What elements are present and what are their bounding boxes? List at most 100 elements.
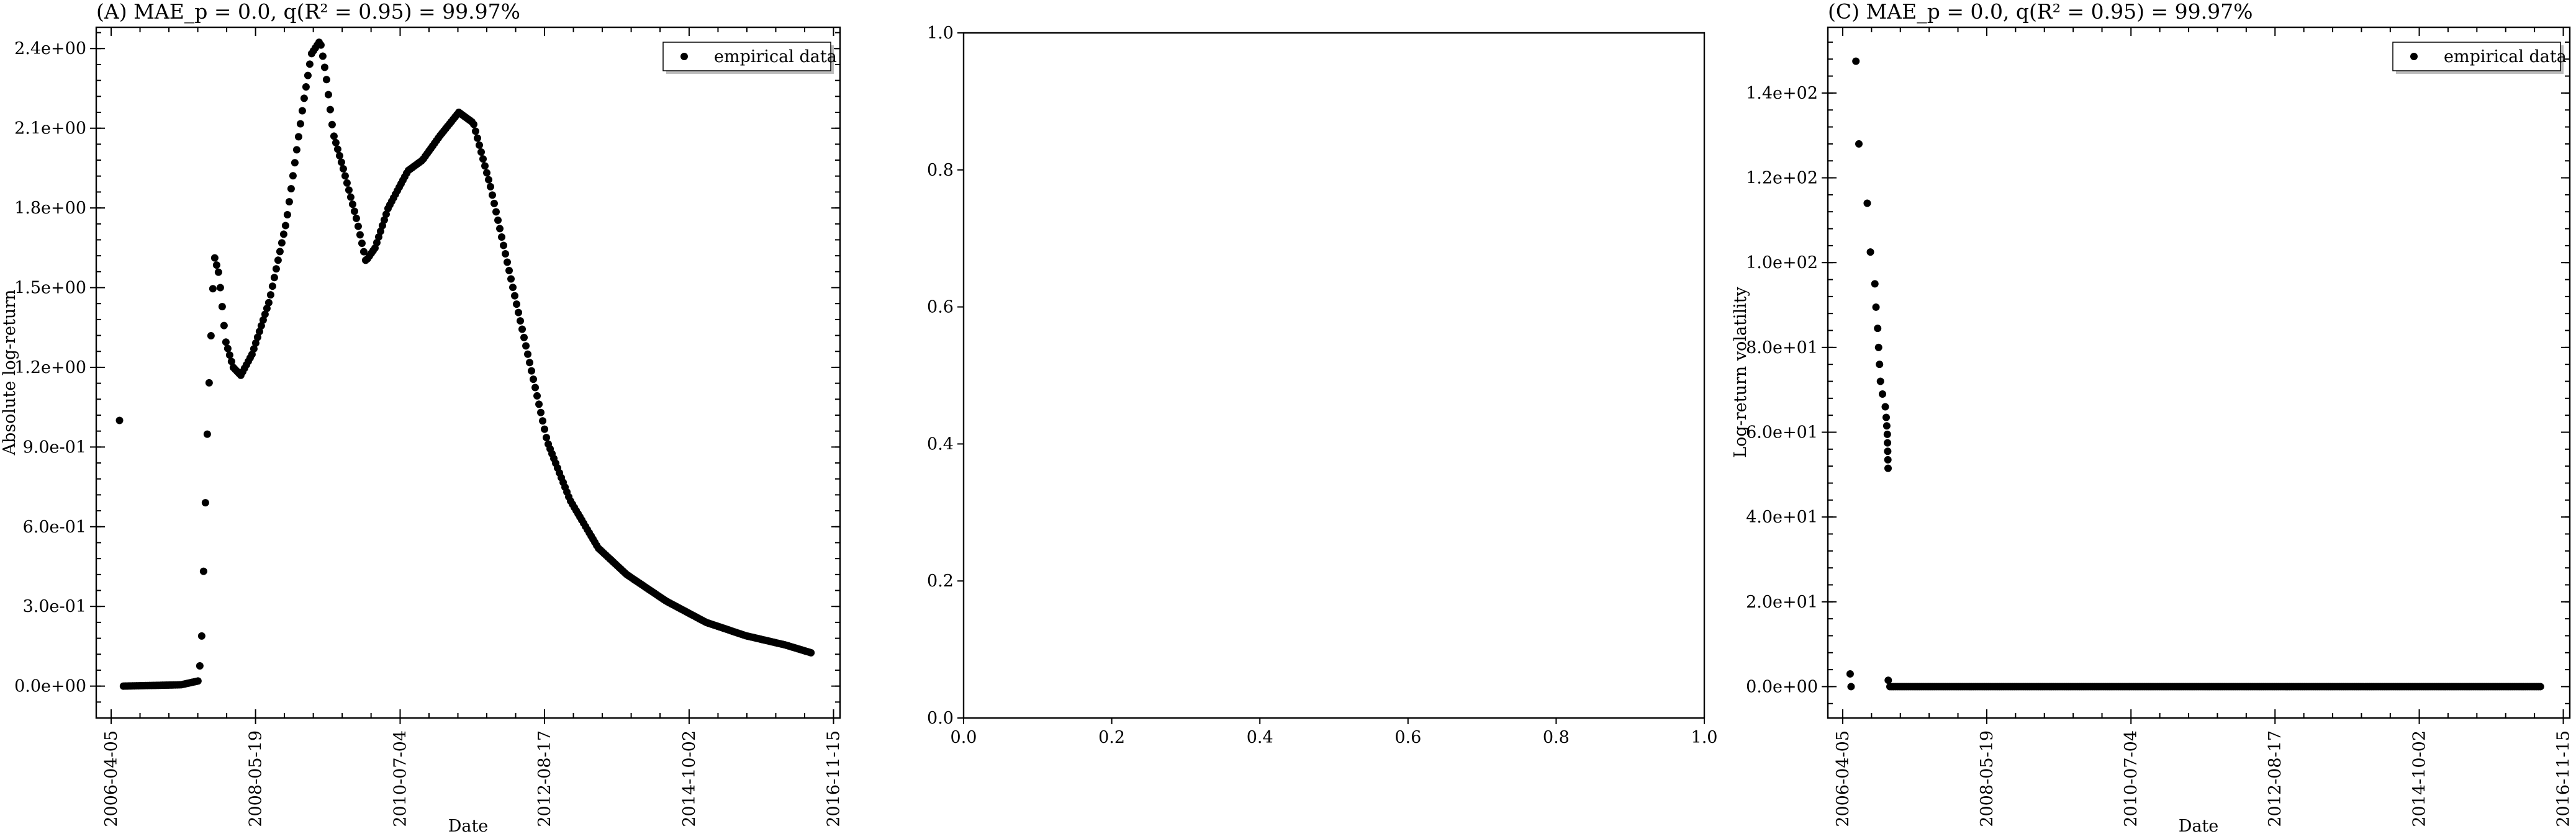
panel-a-data-point [279, 230, 287, 238]
panel-a-data-point [281, 222, 289, 230]
C-x-tick-label: 2008-05-19 [1977, 730, 1997, 827]
B-y-tick-label: 0.2 [927, 572, 954, 591]
panel-a-data-point [209, 285, 217, 293]
panel-c-data-point [1884, 447, 1892, 455]
panel-a-data-point [289, 172, 297, 180]
panel-a-data-point [212, 261, 220, 269]
B-y-tick-label: 0.4 [927, 434, 954, 454]
panel-a-data-point [537, 408, 545, 416]
panel-c-axes-frame [1827, 26, 2571, 719]
C-x-tick-label: 2016-11-15 [2554, 730, 2574, 827]
B-x-tick-label: 1.0 [1691, 728, 1718, 747]
panel-a-data-point [287, 185, 295, 193]
panel-a-data-point [330, 132, 338, 140]
panel-a-data-point [197, 632, 206, 640]
panel-c-data-point [2536, 683, 2544, 691]
panel-a-data-point [352, 214, 360, 222]
panel-c-data-point [1882, 422, 1891, 430]
panel-a-data-point [530, 375, 538, 384]
panel-a-data-point [382, 210, 390, 218]
panel-a-data-point [214, 268, 222, 276]
panel-a-data-point [264, 298, 273, 307]
panel-a-data-point [302, 83, 310, 91]
panel-a-data-point [489, 191, 497, 199]
panel-a-data-point [531, 384, 540, 392]
B-y-tick-label: 0.0 [927, 709, 954, 728]
panel-a-data-point [317, 41, 325, 49]
panel-a-data-point [292, 146, 301, 154]
panel-a-legend-label: empirical data [714, 47, 837, 66]
panel-a-data-point [476, 141, 484, 149]
panel-c-legend-label: empirical data [2444, 47, 2567, 66]
panel-a-y-axis-label: Absolute log-return [0, 289, 19, 455]
panel-a-data-point [346, 193, 355, 201]
panel-c-data-point [1847, 683, 1855, 691]
panel-c-legend-box [2392, 42, 2561, 71]
A-y-tick-label: 2.4e+00 [14, 39, 86, 58]
C-x-tick-label: 2006-04-05 [1833, 730, 1853, 827]
panel-a-data-point [504, 258, 512, 266]
panel-a-axes-frame [95, 26, 841, 719]
B-y-tick-label: 1.0 [927, 24, 954, 43]
panel-a-data-point [196, 662, 204, 670]
panel-a-data-point [261, 310, 269, 318]
panel-a-data-point [479, 155, 487, 163]
panel-a-data-point [487, 182, 495, 191]
panel-a-data-point [520, 333, 528, 341]
panel-a-data-point [205, 379, 213, 387]
panel-b: 0.0 0.2 0.4 0.6 0.8 1.0 0.0 0.2 0.4 0.6 0.8 1.0 [927, 24, 1717, 747]
panel-a-data-point [274, 256, 282, 264]
panel-a-data-point [322, 76, 330, 84]
C-y-tick-label: 8.0e+01 [1746, 338, 1818, 357]
panel-a-data-point [194, 677, 202, 685]
B-x-tick-label: 0.4 [1247, 728, 1273, 747]
panel-c-data-point [1884, 439, 1892, 447]
panel-a-data-point [278, 239, 286, 247]
panel-a-data-point [263, 305, 271, 313]
panel-b-axes-frame [962, 32, 1706, 719]
A-x-tick-label: 2006-04-05 [102, 730, 121, 827]
panel-a-data-point [291, 159, 299, 167]
panel-a-data-point [332, 138, 340, 146]
panel-c-data-point [1872, 303, 1880, 311]
panel-a-data-point [257, 321, 265, 330]
panel-a-data-point [380, 216, 388, 224]
panel-a-data-point [378, 222, 386, 230]
panel-c-data-point [1883, 430, 1891, 438]
panel-a-data-point [539, 417, 547, 425]
C-x-tick-label: 2014-10-02 [2410, 730, 2429, 827]
panel-a-data-point [500, 241, 508, 249]
panel-a-data-point [494, 216, 502, 224]
panel-a-data-point [199, 567, 207, 575]
panel-c-x-ticks: 2006-04-05 2008-05-19 2010-07-04 2012-08-17… [1833, 27, 2574, 827]
C-y-tick-label: 0.0e+00 [1746, 677, 1818, 696]
panel-a-data-point [528, 367, 536, 375]
A-y-tick-label: 1.2e+00 [14, 358, 86, 377]
panel-a-data-point [225, 351, 233, 359]
panel-a-data-point [526, 359, 534, 367]
panel-a-data-point [276, 248, 284, 256]
panel-b-x-ticks: 0.0 0.2 0.4 0.6 0.8 1.0 [951, 718, 1718, 747]
panel-a-data-point [305, 60, 314, 68]
panel-a-data-point [343, 179, 351, 187]
panel-a-y-ticks: 0.0e+00 3.0e-01 6.0e-01 9.0e-01 1.2e+00 1.5e+… [14, 32, 840, 719]
panel-a-data-point [498, 233, 506, 241]
panel-c-data-point [1884, 455, 1892, 464]
panel-c-data-point [1871, 280, 1879, 288]
panel-c-title: (C) MAE_p = 0.0, q(R² = 0.95) = 99.97% [1828, 0, 2253, 24]
C-y-tick-label: 1.4e+02 [1746, 84, 1818, 103]
panel-a-data-point [207, 332, 215, 340]
panel-a-data-point [203, 430, 211, 438]
panel-a-x-axis-label: Date [448, 817, 489, 836]
panel-a-data-point [270, 274, 278, 282]
C-x-tick-label: 2010-07-04 [2122, 730, 2141, 827]
panel-a-data-point [298, 107, 306, 115]
panel-a-data-point [492, 208, 500, 216]
panel-a-data-point [511, 292, 519, 300]
panel-a-data-point [210, 254, 219, 262]
panel-a-data-point [522, 342, 530, 350]
panel-c-data-point [1855, 140, 1863, 148]
A-y-tick-label: 1.5e+00 [14, 279, 86, 298]
panel-a-data-point [505, 267, 513, 275]
